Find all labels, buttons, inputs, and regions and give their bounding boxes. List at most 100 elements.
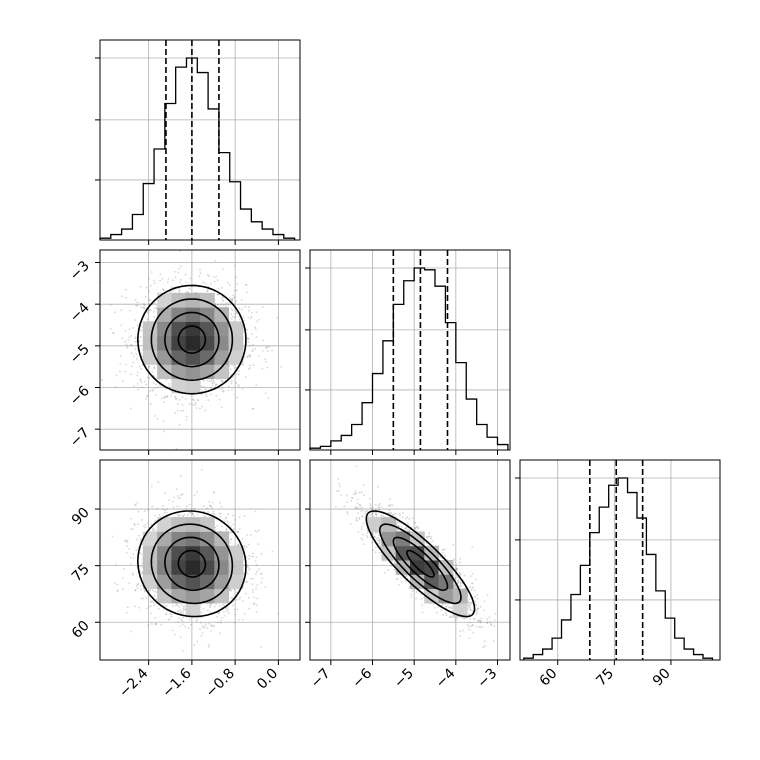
sample-point	[142, 306, 145, 309]
sample-point	[230, 308, 233, 310]
sample-point	[175, 603, 178, 606]
sample-point	[132, 553, 135, 556]
sample-point	[179, 625, 182, 628]
panel-p2-p3: −7 −6 −5 −4 −3	[305, 459, 511, 691]
sample-point	[444, 611, 447, 614]
sample-point	[153, 310, 155, 313]
sample-point	[141, 572, 144, 575]
sample-point	[377, 539, 380, 542]
sample-point	[163, 608, 165, 611]
sample-point	[150, 612, 152, 615]
density-cell	[157, 588, 172, 604]
density-cell	[214, 560, 230, 575]
sample-point	[205, 393, 207, 396]
sample-point	[238, 370, 240, 373]
density-cell	[214, 307, 230, 322]
sample-point	[192, 404, 195, 407]
sample-point	[217, 612, 220, 614]
sample-point	[360, 515, 363, 518]
sample-point	[115, 374, 118, 377]
sample-point	[210, 387, 213, 390]
sample-point	[129, 517, 132, 520]
sample-point	[129, 309, 131, 312]
sample-point	[177, 403, 179, 405]
density-cell	[214, 588, 230, 604]
sample-point	[123, 370, 126, 373]
sample-point	[215, 603, 217, 606]
sample-point	[277, 612, 279, 615]
sample-point	[180, 609, 183, 612]
sample-point	[174, 411, 177, 414]
sample-point	[147, 624, 150, 627]
sample-point	[393, 568, 396, 571]
sample-point	[417, 526, 420, 529]
sample-point	[209, 505, 212, 508]
sample-point	[209, 606, 211, 609]
sample-point	[231, 298, 234, 300]
sample-point	[215, 383, 218, 386]
sample-point	[149, 390, 152, 393]
sample-point	[244, 376, 247, 379]
density-cell	[171, 321, 187, 337]
sample-point	[276, 317, 279, 319]
sample-point	[449, 607, 452, 610]
sample-point	[217, 387, 220, 390]
sample-point	[175, 488, 178, 491]
density-cell	[142, 335, 158, 351]
sample-point	[174, 276, 177, 279]
y-tick-label: −6	[67, 383, 93, 409]
sample-point	[204, 515, 207, 517]
sample-point	[248, 366, 251, 369]
sample-point	[463, 574, 466, 577]
density-cell	[142, 545, 158, 561]
sample-point	[237, 531, 239, 534]
density-cell	[185, 364, 201, 380]
sample-point	[130, 373, 133, 376]
density-cell	[200, 307, 215, 322]
sample-point	[202, 380, 205, 382]
sample-point	[235, 598, 238, 601]
sample-point	[196, 399, 199, 401]
sample-point	[243, 612, 246, 615]
sample-point	[213, 381, 215, 384]
sample-point	[167, 277, 170, 280]
sample-point	[378, 534, 380, 537]
sample-point	[227, 302, 229, 305]
sample-point	[101, 379, 104, 382]
sample-point	[264, 392, 267, 395]
y-tick-label: −5	[67, 341, 93, 367]
sample-point	[205, 388, 207, 391]
sample-point	[202, 626, 205, 629]
sample-point	[215, 383, 217, 386]
sample-point	[138, 340, 141, 343]
sample-point	[201, 632, 204, 635]
sample-point	[248, 355, 251, 358]
sample-point	[251, 583, 254, 586]
sample-point	[165, 378, 168, 381]
sample-point	[147, 526, 150, 529]
sample-point	[228, 283, 231, 286]
sample-point	[126, 540, 129, 543]
sample-point	[209, 604, 212, 607]
sample-point	[229, 296, 232, 299]
sample-point	[149, 299, 152, 301]
sample-point	[421, 611, 424, 614]
sample-point	[362, 543, 365, 546]
sample-point	[254, 326, 257, 329]
sample-point	[375, 531, 378, 534]
sample-point	[255, 556, 258, 559]
sample-point	[134, 589, 137, 591]
sample-point	[148, 290, 150, 293]
sample-point	[256, 570, 258, 573]
sample-point	[478, 625, 481, 628]
sample-point	[132, 557, 135, 559]
sample-point	[220, 619, 222, 622]
sample-point	[235, 299, 238, 302]
sample-point	[234, 519, 237, 521]
sample-point	[163, 397, 166, 399]
sample-point	[221, 380, 224, 383]
sample-point	[156, 507, 159, 510]
sample-point	[143, 589, 146, 591]
sample-point	[230, 299, 233, 301]
sample-point	[183, 513, 186, 516]
